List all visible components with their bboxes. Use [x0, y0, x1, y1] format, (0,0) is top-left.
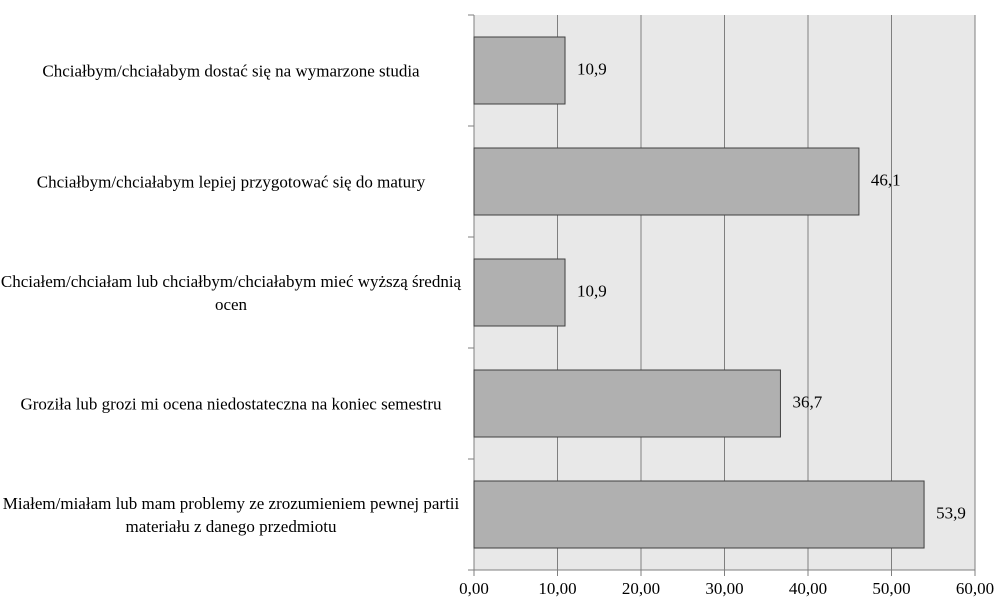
bar: [473, 480, 925, 549]
category-label: Chciałbym/chciałabym dostać się na wymar…: [42, 61, 420, 80]
category-label: Chciałbym/chciałabym lepiej przygotować …: [36, 172, 426, 191]
x-tick-label: 40,00: [789, 579, 827, 598]
category-label: Groziła lub grozi mi ocena niedostateczn…: [20, 394, 442, 413]
bar: [473, 258, 566, 327]
x-tick-label: 20,00: [622, 579, 660, 598]
value-label: 10,9: [577, 281, 607, 300]
x-tick-label: 60,00: [956, 579, 994, 598]
category-label: Chciałem/chciałam lub chciałbym/chciałab…: [0, 271, 462, 314]
x-tick-label: 0,00: [459, 579, 489, 598]
bar: [473, 147, 860, 216]
value-label: 53,9: [936, 503, 966, 522]
x-tick-label: 30,00: [705, 579, 743, 598]
x-tick-label: 50,00: [872, 579, 910, 598]
bar: [473, 36, 566, 105]
category-label: Miałem/miałam lub mam problemy ze zrozum…: [2, 493, 460, 536]
x-tick-label: 10,00: [538, 579, 576, 598]
bar: [473, 369, 781, 438]
value-label: 46,1: [871, 170, 901, 189]
value-label: 36,7: [792, 392, 822, 411]
value-label: 10,9: [577, 59, 607, 78]
